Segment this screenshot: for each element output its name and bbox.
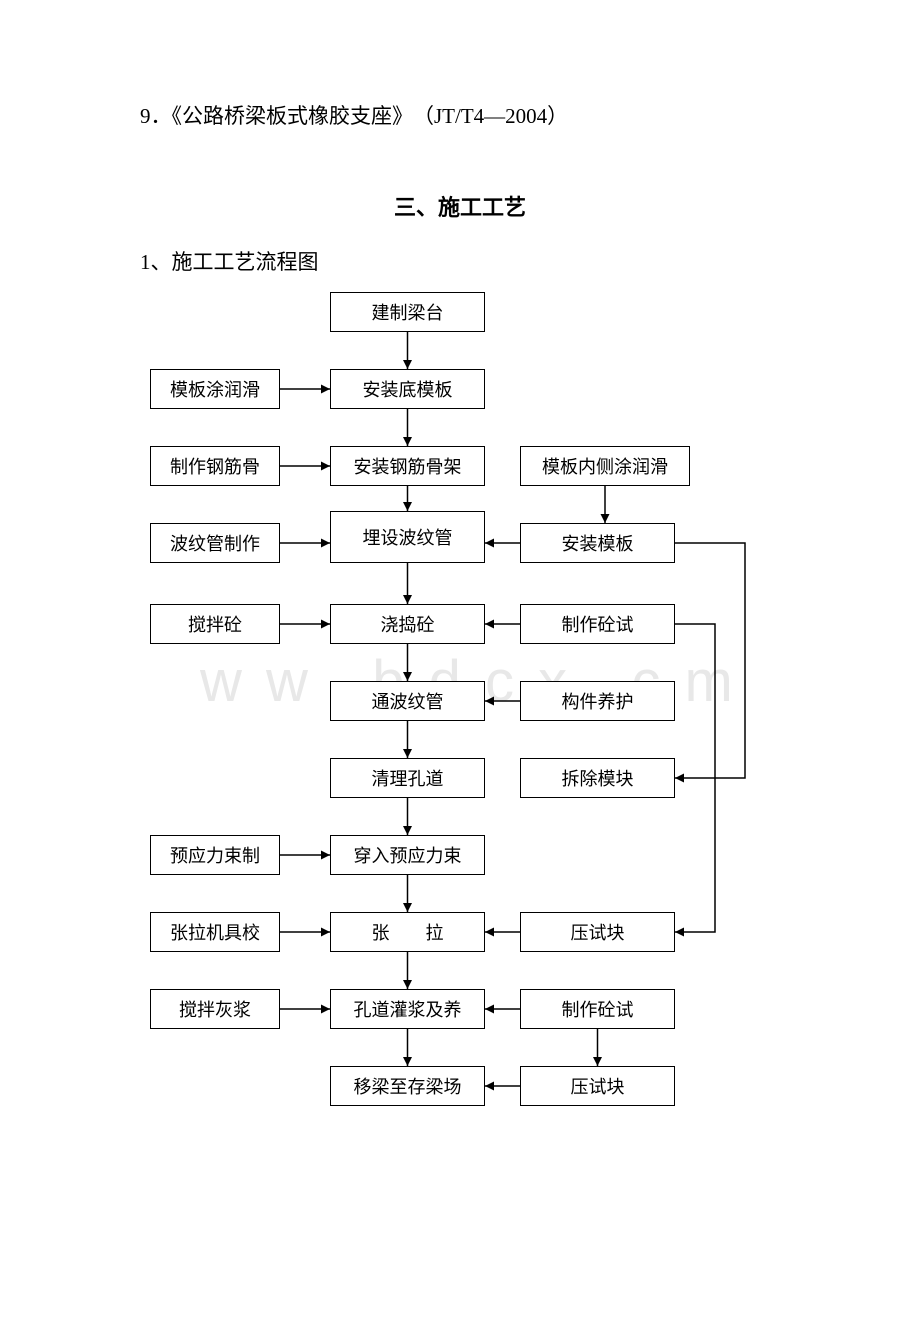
flow-node: 压试块 bbox=[520, 912, 675, 952]
flow-node: 模板内侧涂润滑 bbox=[520, 446, 690, 486]
flow-node: 清理孔道 bbox=[330, 758, 485, 798]
flow-node: 张 拉 bbox=[330, 912, 485, 952]
flow-node: 制作钢筋骨 bbox=[150, 446, 280, 486]
flow-node: 孔道灌浆及养 bbox=[330, 989, 485, 1029]
flow-node: 制作砼试 bbox=[520, 604, 675, 644]
flow-node: 浇捣砼 bbox=[330, 604, 485, 644]
flow-node: 构件养护 bbox=[520, 681, 675, 721]
flow-node: 波纹管制作 bbox=[150, 523, 280, 563]
flow-node: 移梁至存梁场 bbox=[330, 1066, 485, 1106]
flow-node: 预应力束制 bbox=[150, 835, 280, 875]
flow-node: 安装模板 bbox=[520, 523, 675, 563]
flow-node: 建制梁台 bbox=[330, 292, 485, 332]
reference-line: 9．《公路桥梁板式橡胶支座》 （JT/T4—2004） bbox=[140, 100, 780, 130]
flowchart: w w . b d c x . c m 建制梁台模板涂润滑安装底模板制作钢筋骨安… bbox=[140, 288, 780, 1264]
subsection-heading: 1、施工工艺流程图 bbox=[140, 246, 780, 276]
flow-node: 制作砼试 bbox=[520, 989, 675, 1029]
flow-node: 通波纹管 bbox=[330, 681, 485, 721]
flow-node: 搅拌灰浆 bbox=[150, 989, 280, 1029]
flow-node: 安装钢筋骨架 bbox=[330, 446, 485, 486]
flow-node: 搅拌砼 bbox=[150, 604, 280, 644]
flow-node: 压试块 bbox=[520, 1066, 675, 1106]
flow-node: 穿入预应力束 bbox=[330, 835, 485, 875]
flow-node: 埋设波纹管 bbox=[330, 511, 485, 563]
flow-node: 拆除模块 bbox=[520, 758, 675, 798]
flow-node: 安装底模板 bbox=[330, 369, 485, 409]
section-title: 三、施工工艺 bbox=[140, 190, 780, 222]
flow-node: 模板涂润滑 bbox=[150, 369, 280, 409]
flow-node: 张拉机具校 bbox=[150, 912, 280, 952]
